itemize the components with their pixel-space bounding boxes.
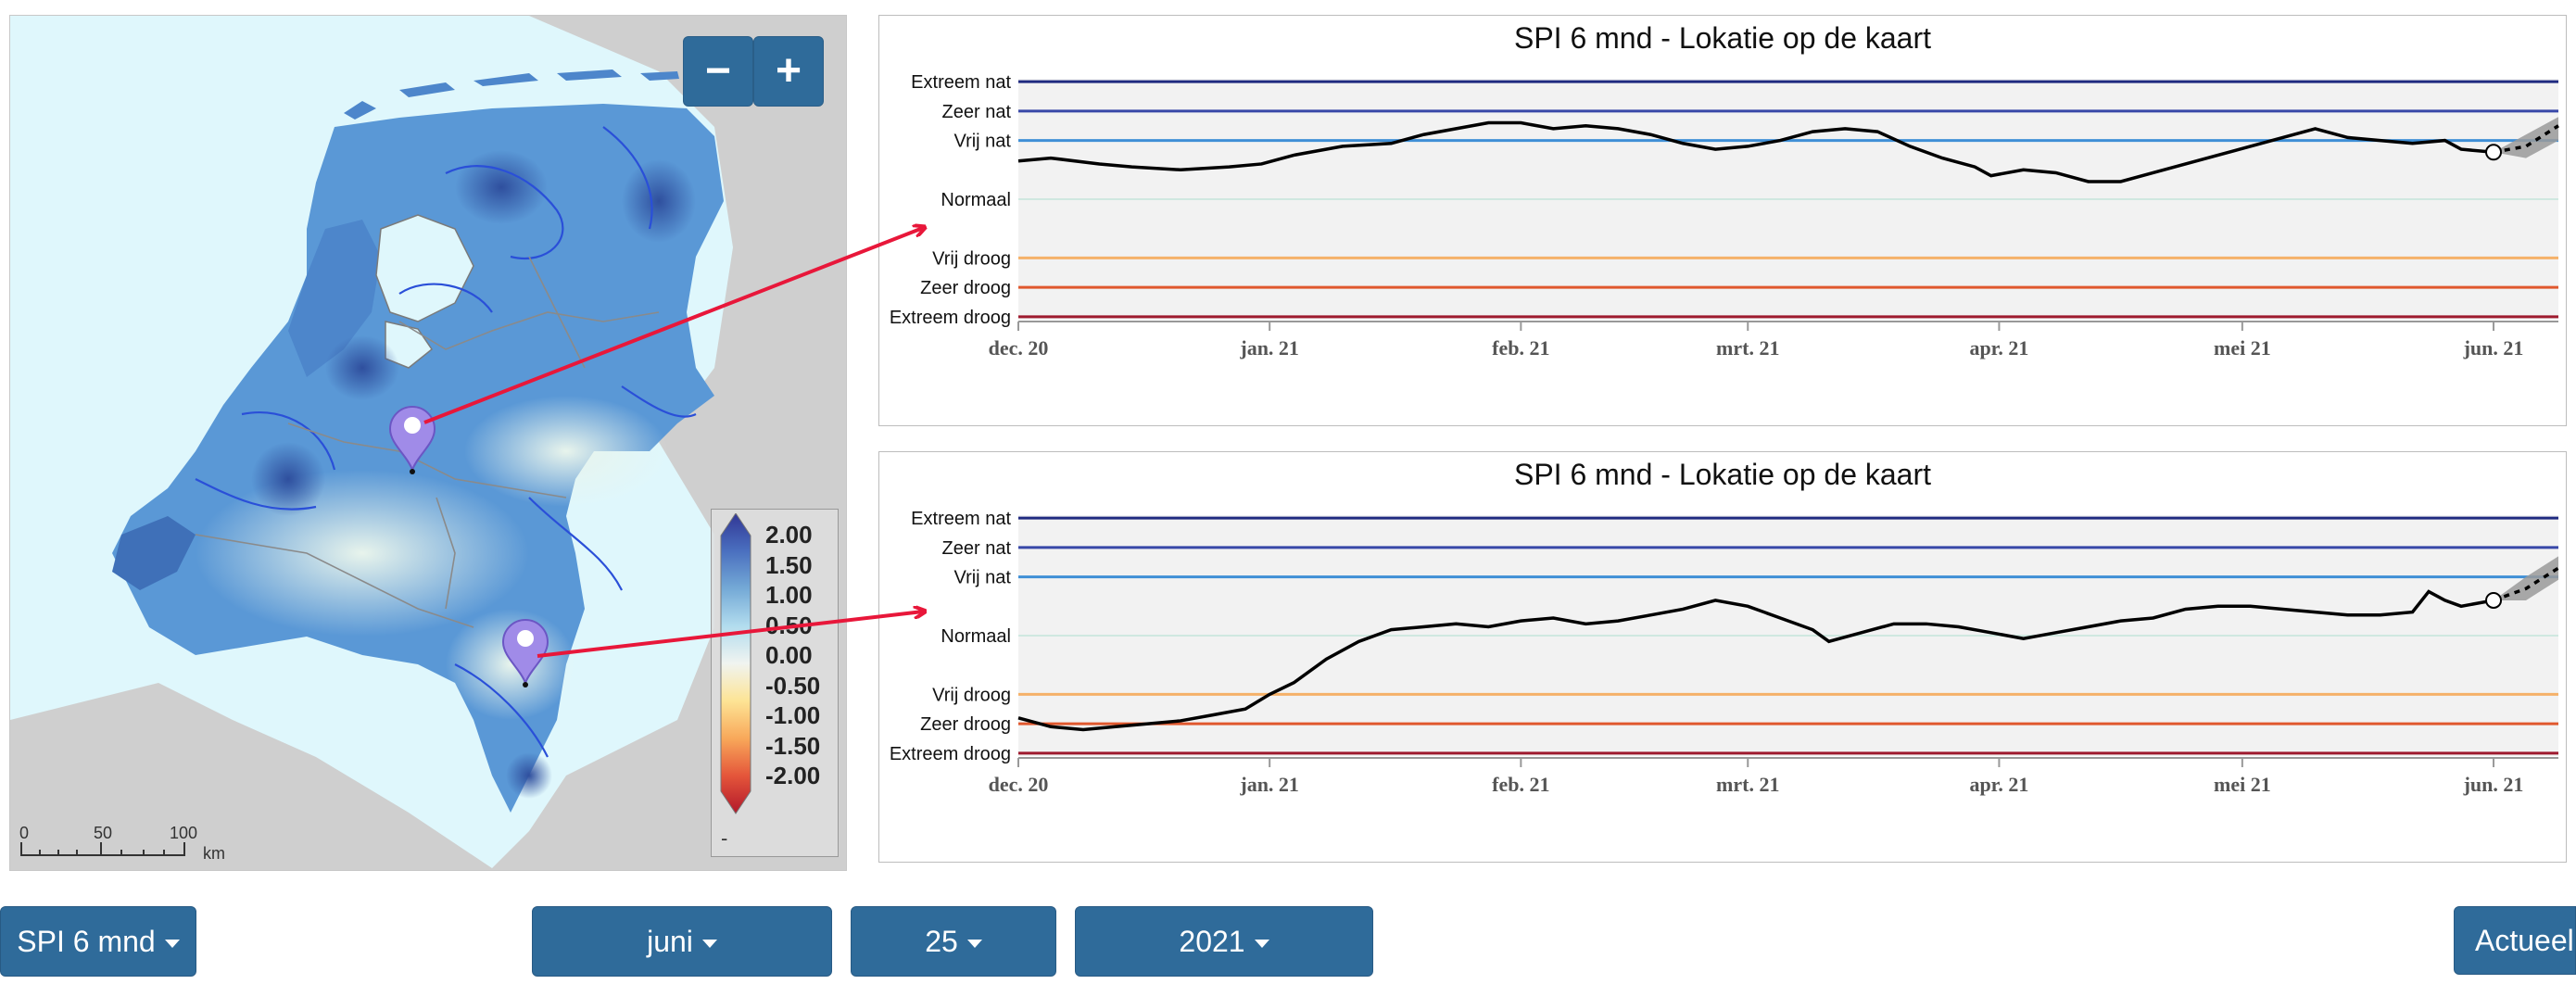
current-value-marker[interactable] — [2485, 144, 2503, 161]
y-tick-label: Vrij droog — [932, 248, 1011, 269]
zeeland — [112, 516, 196, 590]
caret-down-icon — [1254, 939, 1269, 948]
y-tick-label: Extreem droog — [890, 744, 1011, 764]
observed-series-line — [1017, 120, 2494, 183]
x-tick-label: jun. 21 — [2463, 773, 2524, 796]
x-tick-label: apr. 21 — [1969, 336, 2028, 360]
scale-label-100: 100 — [170, 824, 198, 842]
legend-tick-label: 1.00 — [765, 581, 813, 609]
wadden-islands — [344, 69, 679, 120]
legend-tick-label: 0.00 — [765, 641, 813, 669]
y-tick-label: Normaal — [941, 190, 1011, 210]
index-dropdown-label: SPI 6 mnd — [17, 924, 156, 958]
x-tick-label: apr. 21 — [1969, 773, 2028, 796]
north-holland — [288, 220, 381, 377]
chart-title: SPI 6 mnd - Lokatie op de kaart — [1513, 21, 1932, 55]
x-tick-label: mei 21 — [2214, 336, 2271, 360]
observed-series-line — [1017, 589, 2494, 732]
forecast-series-line — [2493, 566, 2559, 602]
y-tick-label: Extreem droog — [890, 308, 1011, 328]
legend-tick-label: -1.50 — [765, 731, 821, 760]
y-tick-label: Extreem nat — [911, 72, 1011, 93]
y-tick-label: Vrij nat — [953, 568, 1011, 588]
x-tick-label: dec. 20 — [989, 336, 1049, 360]
y-tick-label: Vrij nat — [953, 132, 1011, 152]
month-dropdown[interactable]: juni — [532, 906, 832, 977]
y-tick-label: Extreem nat — [911, 509, 1011, 529]
scale-bar: 0 50 100 km — [19, 824, 242, 863]
legend-unit: - — [721, 826, 728, 850]
caret-down-icon — [164, 939, 180, 948]
forecast-series-line — [2493, 124, 2559, 154]
zoom-out-button[interactable]: − — [683, 36, 753, 107]
x-tick-label: feb. 21 — [1492, 773, 1549, 796]
caret-down-icon — [966, 939, 982, 948]
y-tick-label: Zeer droog — [920, 714, 1011, 735]
chart-title: SPI 6 mnd - Lokatie op de kaart — [1513, 458, 1932, 491]
map-pin-icon[interactable] — [388, 406, 436, 474]
legend-tick-label: -2.00 — [765, 762, 821, 789]
y-tick-label: Vrij droog — [932, 685, 1011, 705]
legend-colorbar — [720, 513, 751, 814]
spi-chart-top: SPI 6 mnd - Lokatie op de kaart Extreem … — [878, 15, 2567, 426]
legend-tick-label: 2.00 — [765, 521, 813, 549]
current-value-marker[interactable] — [2485, 591, 2503, 609]
spi-chart-bottom: SPI 6 mnd - Lokatie op de kaart Extreem … — [878, 451, 2567, 863]
spi-chart-top-plot: Extreem nat Zeer nat Vrij nat Normaal Vrij d… — [890, 72, 2559, 360]
legend-gradient — [720, 513, 751, 814]
month-dropdown-label: juni — [647, 924, 693, 958]
x-tick-label: jan. 21 — [1239, 336, 1299, 360]
scale-label-50: 50 — [94, 824, 113, 842]
legend-tick-label: 0.50 — [765, 611, 813, 639]
day-dropdown-label: 25 — [925, 924, 958, 958]
legend-tick-label: -0.50 — [765, 671, 821, 700]
year-dropdown-label: 2021 — [1179, 924, 1245, 958]
scale-unit: km — [203, 844, 225, 863]
caret-down-icon — [701, 939, 717, 948]
y-tick-label: Zeer nat — [942, 102, 1012, 122]
day-dropdown[interactable]: 25 — [851, 906, 1056, 977]
x-tick-label: jun. 21 — [2463, 336, 2524, 360]
forecast-band — [2494, 117, 2558, 158]
current-button[interactable]: Actueel — [2454, 906, 2576, 975]
forecast-band — [2494, 556, 2558, 600]
x-tick-label: mrt. 21 — [1716, 336, 1779, 360]
x-tick-label: jan. 21 — [1239, 773, 1299, 796]
y-tick-label: Normaal — [941, 626, 1011, 647]
year-dropdown[interactable]: 2021 — [1075, 906, 1373, 977]
map-pin-icon[interactable] — [501, 619, 549, 688]
y-tick-label: Zeer nat — [942, 538, 1012, 559]
y-tick-label: Zeer droog — [920, 278, 1011, 298]
x-tick-label: dec. 20 — [989, 773, 1049, 796]
x-tick-label: mrt. 21 — [1716, 773, 1779, 796]
map-panel[interactable]: − + 2.00 1.50 1.00 0.50 0.00 -0.50 -1.00 -1.50-… — [9, 15, 847, 871]
x-tick-label: mei 21 — [2214, 773, 2271, 796]
zoom-in-button[interactable]: + — [753, 36, 824, 107]
scale-label-0: 0 — [19, 824, 30, 842]
legend-tick-label: 1.50 — [765, 550, 813, 579]
index-dropdown[interactable]: SPI 6 mnd — [0, 906, 196, 977]
current-button-label: Actueel — [2475, 923, 2574, 957]
color-legend: 2.00 1.50 1.00 0.50 0.00 -0.50 -1.00 -1.50 -2.00… — [711, 509, 839, 857]
legend-tick-label: -1.00 — [765, 701, 821, 729]
x-tick-label: feb. 21 — [1492, 336, 1549, 360]
spi-chart-bottom-plot: Extreem nat Zeer nat Vrij nat Normaal Vrij d… — [890, 509, 2559, 796]
